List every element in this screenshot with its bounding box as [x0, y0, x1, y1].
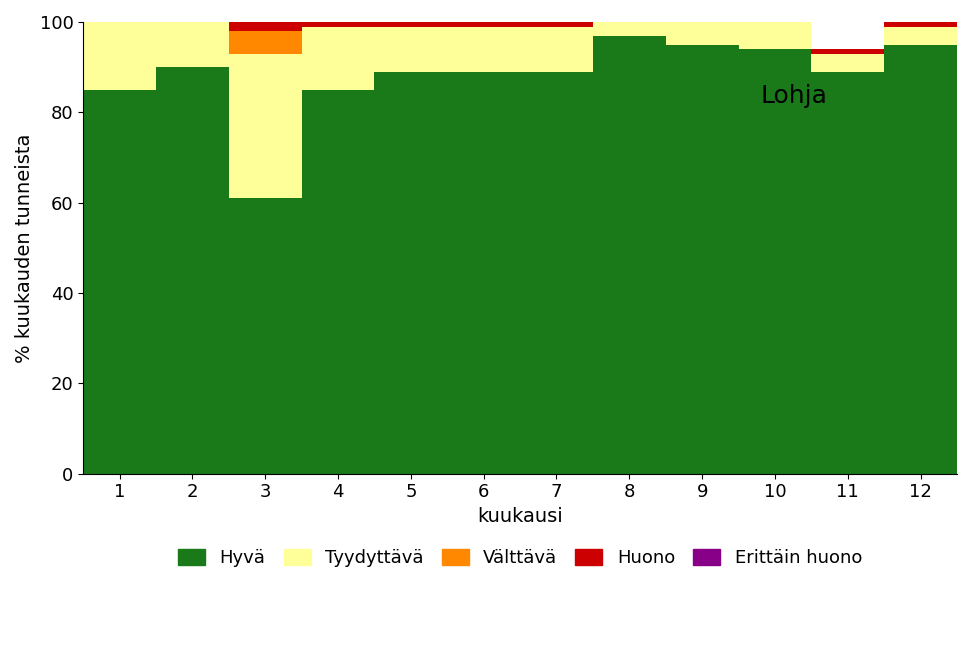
Bar [885, 27, 957, 45]
Bar [447, 22, 520, 27]
Bar [885, 45, 957, 474]
Text: Lohja: Lohja [760, 84, 827, 108]
Bar [593, 22, 666, 36]
Bar [156, 67, 228, 474]
Bar [812, 54, 885, 72]
Bar [666, 22, 739, 45]
Bar [228, 31, 301, 54]
Legend: Hyvä, Tyydyttävä, Välttävä, Huono, Erittäin huono: Hyvä, Tyydyttävä, Välttävä, Huono, Eritt… [171, 542, 869, 574]
Bar [301, 27, 374, 90]
Bar [156, 22, 228, 67]
Bar [228, 54, 301, 198]
Bar [301, 22, 374, 27]
Bar [739, 22, 812, 49]
Bar [374, 22, 447, 27]
Bar [885, 22, 957, 27]
Bar [301, 90, 374, 474]
Bar [520, 22, 593, 27]
Bar [520, 72, 593, 474]
Bar [228, 22, 301, 31]
Bar [84, 90, 156, 474]
X-axis label: kuukausi: kuukausi [477, 507, 563, 526]
Bar [520, 27, 593, 72]
Bar [447, 72, 520, 474]
Bar [739, 49, 812, 474]
Bar [374, 27, 447, 72]
Bar [84, 22, 156, 90]
Bar [812, 72, 885, 474]
Bar [666, 45, 739, 474]
Y-axis label: % kuukauden tunneista: % kuukauden tunneista [15, 133, 34, 362]
Bar [812, 49, 885, 54]
Bar [228, 198, 301, 474]
Bar [374, 72, 447, 474]
Bar [593, 36, 666, 474]
Bar [447, 27, 520, 72]
